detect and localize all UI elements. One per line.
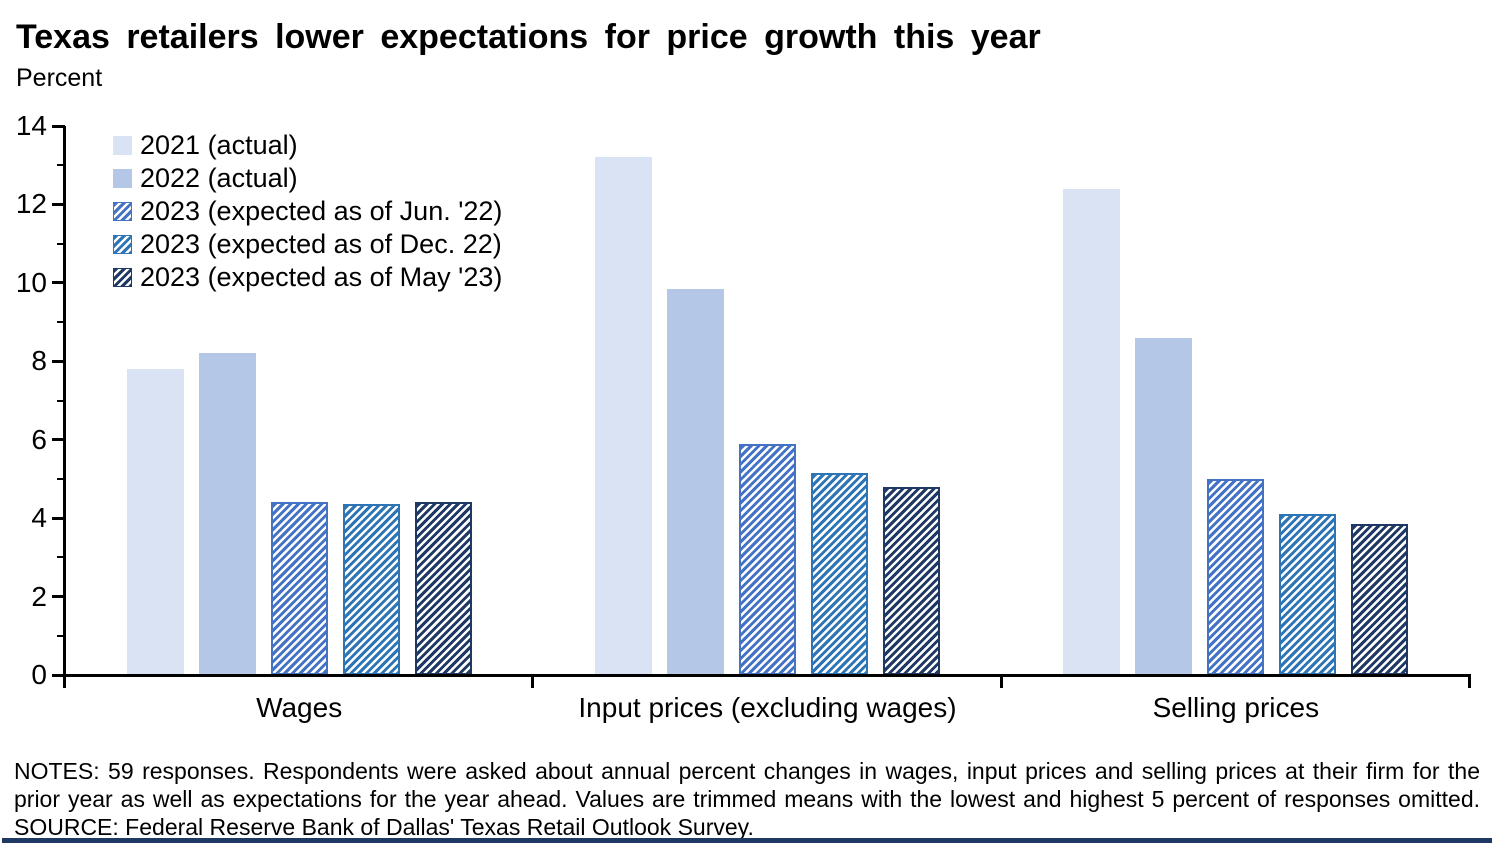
y-tick [57, 321, 65, 324]
y-tick-label: 6 [31, 423, 47, 455]
bar [1063, 188, 1121, 675]
legend-item: 2023 (expected as of Dec. 22) [113, 228, 502, 261]
x-axis [63, 674, 1471, 677]
x-boundary-tick [531, 675, 535, 688]
y-axis-unit-label: Percent [16, 64, 103, 92]
x-boundary-tick [1468, 675, 1471, 688]
bar [198, 353, 256, 675]
bar [414, 502, 472, 675]
bar [1279, 514, 1337, 675]
notes-block: NOTES: 59 responses. Respondents were as… [14, 757, 1480, 841]
y-tick [57, 477, 65, 480]
bar [126, 369, 184, 675]
legend-label: 2023 (expected as of Dec. 22) [140, 229, 502, 259]
bar [342, 504, 400, 675]
y-tick-label: 12 [15, 188, 47, 220]
bar [1135, 337, 1193, 675]
legend-label: 2021 (actual) [140, 130, 298, 160]
y-tick [52, 516, 65, 520]
legend-label: 2022 (actual) [140, 163, 298, 193]
category-label: Wages [256, 692, 343, 723]
legend-label: 2023 (expected as of Jun. '22) [140, 196, 503, 226]
bar [270, 502, 328, 675]
x-boundary-tick [999, 675, 1003, 688]
y-tick [52, 359, 65, 363]
legend-item: 2022 (actual) [113, 162, 502, 195]
legend-swatch [113, 136, 132, 155]
legend-item: 2021 (actual) [113, 129, 502, 162]
y-tick [52, 202, 65, 206]
y-tick-label: 0 [31, 659, 47, 690]
bar [811, 473, 868, 675]
bottom-rule [2, 838, 1492, 843]
legend-swatch [113, 202, 132, 221]
y-tick [57, 242, 65, 245]
y-tick [57, 634, 65, 637]
bar [1351, 524, 1409, 675]
bar [883, 486, 940, 675]
notes-text: NOTES: 59 responses. Respondents were as… [14, 758, 1480, 812]
plot-area [65, 126, 1470, 675]
y-tick-label: 2 [31, 580, 47, 612]
y-tick-label: 14 [15, 110, 47, 141]
legend-item: 2023 (expected as of May '23) [113, 261, 502, 294]
bar [739, 443, 796, 675]
legend-item: 2023 (expected as of Jun. '22) [113, 195, 502, 228]
y-tick [52, 438, 65, 442]
y-tick [52, 673, 65, 677]
legend-swatch [113, 169, 132, 188]
y-tick-label: 10 [15, 266, 47, 298]
chart-title: Texas retailers lower expectations for p… [16, 18, 1041, 56]
y-tick [57, 164, 65, 167]
y-tick [57, 556, 65, 559]
legend: 2021 (actual) 2022 (actual) 2023 (expected… [113, 129, 502, 294]
y-tick [52, 124, 65, 128]
y-tick-label: 4 [31, 502, 47, 534]
category-label: Selling prices [1152, 692, 1320, 723]
category-label: Input prices (excluding wages) [578, 692, 957, 723]
bar [667, 288, 724, 675]
legend-swatch [113, 235, 132, 254]
y-axis [63, 126, 66, 688]
y-tick [57, 399, 65, 402]
y-tick [52, 281, 65, 285]
legend-swatch [113, 268, 132, 287]
legend-label: 2023 (expected as of May '23) [140, 262, 503, 292]
source-text: SOURCE: Federal Reserve Bank of Dallas' … [14, 814, 754, 840]
bar [1207, 478, 1265, 675]
y-tick-label: 8 [31, 345, 47, 377]
bar [595, 157, 652, 675]
y-tick [52, 595, 65, 599]
